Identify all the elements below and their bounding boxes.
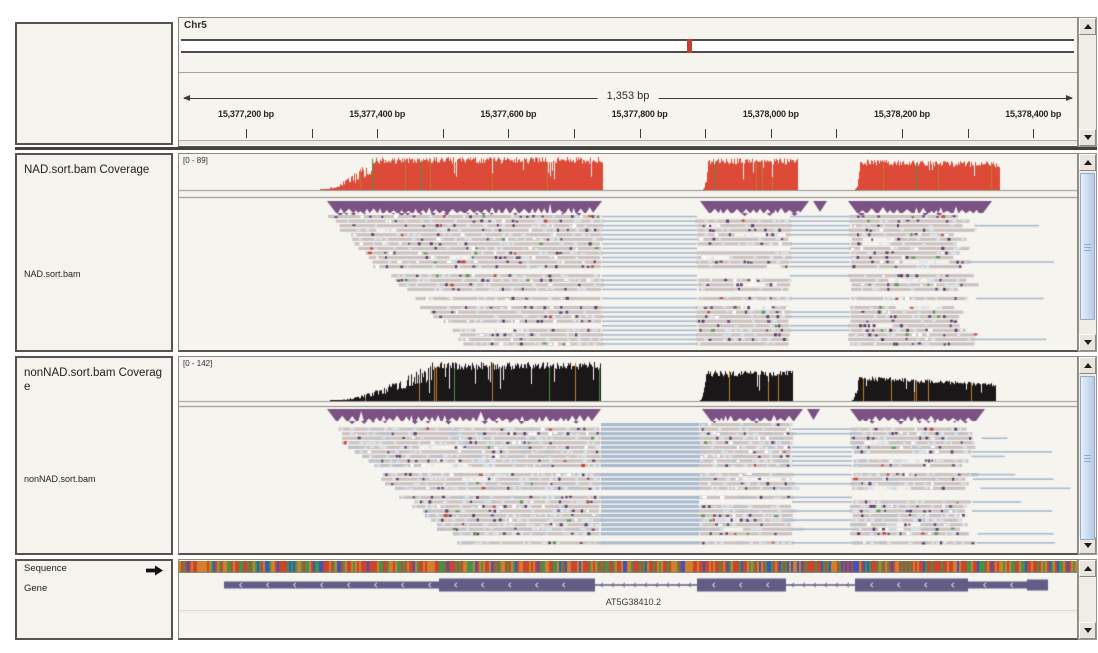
scrollbar-track[interactable]	[1079, 577, 1096, 622]
gene-name-label: AT5G38410.2	[605, 597, 662, 607]
ruler-tick-label: 15,377,400 bp	[349, 109, 406, 119]
scrollbar-thumb[interactable]	[1080, 173, 1095, 320]
ruler-tick	[836, 129, 838, 138]
locus-panel-footer-strip	[179, 140, 1077, 146]
track-name-nonnad-coverage[interactable]: nonNAD.sort.bam Coverage	[24, 367, 163, 394]
ruler-tick	[705, 129, 707, 138]
annotation-scrollbar[interactable]	[1078, 559, 1097, 640]
track-name-nonnad-alignment[interactable]: nonNAD.sort.bam	[24, 474, 96, 484]
scrollbar-track[interactable]	[1079, 171, 1096, 334]
arrow-up-icon	[1083, 24, 1092, 29]
scroll-up-button[interactable]	[1079, 357, 1096, 374]
ruler-tick-label: 15,378,400 bp	[1005, 109, 1062, 119]
thumb-grip-icon	[1084, 243, 1091, 251]
track-label-box-nad: NAD.sort.bam Coverage NAD.sort.bam	[15, 153, 173, 352]
ruler-tick	[377, 129, 379, 138]
arrow-down-icon	[1083, 628, 1092, 633]
chromosome-name: Chr5	[184, 20, 207, 31]
scrollbar-track[interactable]	[1079, 374, 1096, 540]
gene-track-canvas[interactable]	[179, 574, 1077, 622]
scrollbar-thumb[interactable]	[1080, 376, 1095, 540]
nonnad-scrollbar[interactable]	[1078, 356, 1097, 555]
ruler-tick	[442, 129, 444, 138]
ideogram-region-marker	[687, 39, 693, 53]
track-panel-nonnad[interactable]: [0 - 142]	[178, 356, 1078, 555]
scroll-up-button[interactable]	[1079, 154, 1096, 171]
coverage-range-label-nad: [0 - 89]	[183, 156, 208, 165]
ruler-tick	[901, 129, 903, 138]
scroll-down-button[interactable]	[1079, 129, 1096, 146]
scroll-down-button[interactable]	[1079, 334, 1096, 351]
ruler-tick-label: 15,378,000 bp	[742, 109, 799, 119]
annotation-panel[interactable]: AT5G38410.2	[178, 559, 1078, 640]
ruler-tick-label: 15,378,200 bp	[873, 109, 930, 119]
arrow-down-icon	[1083, 135, 1092, 140]
track-name-nad-coverage[interactable]: NAD.sort.bam Coverage	[24, 164, 150, 176]
ideogram-separator	[179, 72, 1077, 73]
ruler-tick	[639, 129, 641, 138]
annotation-label-box: Sequence Gene	[15, 559, 173, 640]
scrollbar-track[interactable]	[1079, 35, 1096, 129]
gene-track-label[interactable]: Gene	[24, 583, 48, 594]
ruler-tick	[574, 129, 576, 138]
strand-arrow-icon[interactable]	[146, 565, 164, 576]
panel-divider	[15, 147, 1097, 150]
ruler-tick	[967, 129, 969, 138]
locus-label-box	[15, 22, 173, 145]
sequence-track-label[interactable]: Sequence	[24, 563, 67, 574]
track-name-nad-alignment[interactable]: NAD.sort.bam	[24, 269, 81, 279]
locus-panel[interactable]: Chr5 1,353 bp 15,377,200 bp 15,377,400 b…	[178, 17, 1078, 147]
locus-scrollbar[interactable]	[1078, 17, 1097, 147]
ruler-tick	[245, 129, 247, 138]
arrow-down-icon	[1083, 340, 1092, 345]
thumb-grip-icon	[1084, 455, 1091, 462]
ruler-tick	[770, 129, 772, 138]
arrow-up-icon	[1083, 566, 1092, 571]
nonnad-track-canvas[interactable]	[179, 357, 1077, 553]
ruler-tick	[311, 129, 313, 138]
arrow-down-icon	[1083, 543, 1092, 548]
track-panel-nad[interactable]: [0 - 89]	[178, 153, 1078, 352]
scroll-down-button[interactable]	[1079, 622, 1096, 639]
ruler-tick	[1033, 129, 1035, 138]
arrow-up-icon	[1083, 363, 1092, 368]
scroll-up-button[interactable]	[1079, 560, 1096, 577]
chromosome-ideogram[interactable]	[181, 39, 1074, 53]
sequence-track-canvas[interactable]	[179, 561, 1077, 573]
scroll-up-button[interactable]	[1079, 18, 1096, 35]
ruler-tick	[508, 129, 510, 138]
nad-track-canvas[interactable]	[179, 154, 1077, 350]
track-label-box-nonnad: nonNAD.sort.bam Coverage nonNAD.sort.bam	[15, 356, 173, 555]
ruler-tick-label: 15,377,600 bp	[480, 109, 537, 119]
coverage-range-label-nonnad: [0 - 142]	[183, 359, 213, 368]
ruler-tick-label: 15,377,200 bp	[218, 109, 274, 119]
nad-scrollbar[interactable]	[1078, 153, 1097, 352]
arrow-up-icon	[1083, 160, 1092, 165]
ruler-tick-label: 15,377,800 bp	[611, 109, 668, 119]
ruler-span-label: 1,353 bp	[597, 90, 659, 102]
